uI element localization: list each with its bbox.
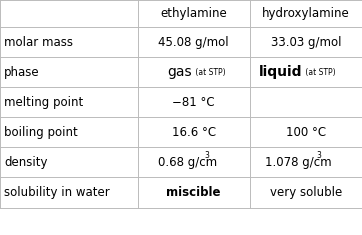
Text: very soluble: very soluble bbox=[270, 186, 342, 199]
Text: ethylamine: ethylamine bbox=[160, 7, 227, 20]
Text: 16.6 °C: 16.6 °C bbox=[172, 126, 216, 139]
Text: phase: phase bbox=[4, 66, 40, 79]
Text: solubility in water: solubility in water bbox=[4, 186, 110, 199]
Text: (at STP): (at STP) bbox=[303, 68, 336, 77]
Text: liquid: liquid bbox=[259, 65, 302, 79]
Text: 1.078 g/cm: 1.078 g/cm bbox=[265, 156, 331, 169]
Text: gas: gas bbox=[167, 65, 192, 79]
Text: density: density bbox=[4, 156, 48, 169]
Text: −81 °C: −81 °C bbox=[172, 96, 215, 109]
Text: 3: 3 bbox=[204, 151, 209, 160]
Text: hydroxylamine: hydroxylamine bbox=[262, 7, 350, 20]
Text: 45.08 g/mol: 45.08 g/mol bbox=[158, 35, 229, 49]
Text: melting point: melting point bbox=[4, 96, 84, 109]
Text: miscible: miscible bbox=[167, 186, 221, 199]
Text: 33.03 g/mol: 33.03 g/mol bbox=[271, 35, 341, 49]
Text: 0.68 g/cm: 0.68 g/cm bbox=[157, 156, 217, 169]
Text: molar mass: molar mass bbox=[4, 35, 73, 49]
Text: 3: 3 bbox=[317, 151, 321, 160]
Text: boiling point: boiling point bbox=[4, 126, 78, 139]
Text: (at STP): (at STP) bbox=[193, 68, 225, 77]
Text: 100 °C: 100 °C bbox=[286, 126, 326, 139]
